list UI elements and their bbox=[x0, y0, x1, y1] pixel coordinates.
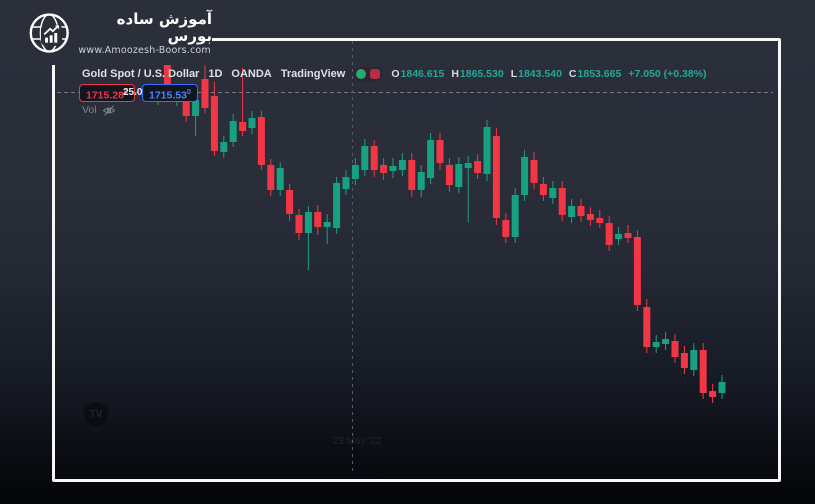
candle-body bbox=[408, 160, 416, 190]
exchange-name[interactable]: OANDA bbox=[231, 67, 272, 80]
logo-url: www.Amoozesh-Boors.com bbox=[78, 44, 211, 56]
sell-price-label[interactable]: 1715.280 bbox=[79, 84, 135, 102]
candle-body bbox=[474, 161, 482, 173]
buy-price-label[interactable]: 1715.530 bbox=[142, 84, 198, 102]
candle-body bbox=[398, 160, 406, 170]
candle-body bbox=[229, 121, 237, 142]
candle-body bbox=[436, 140, 444, 163]
candle-body bbox=[314, 212, 322, 227]
candle-body bbox=[577, 206, 585, 216]
candle-body bbox=[483, 127, 491, 174]
candle-body bbox=[568, 206, 576, 217]
ohlc-readout: O 1846.615 H 1865.530 L 1843.540 C 1853.665 … bbox=[391, 68, 706, 80]
candle-body bbox=[192, 100, 200, 116]
candle-body bbox=[492, 136, 500, 218]
spread-value: 25.0 bbox=[123, 87, 143, 98]
candle-body bbox=[427, 140, 435, 178]
change-value: +7.050 (+0.38%) bbox=[628, 67, 707, 80]
candle-body bbox=[417, 172, 425, 190]
sell-price-sup: 0 bbox=[123, 89, 128, 96]
candle-body bbox=[351, 165, 359, 179]
candle-body bbox=[615, 234, 623, 239]
candle-body bbox=[680, 353, 688, 368]
globe-chart-icon bbox=[29, 13, 69, 53]
candle-body bbox=[210, 96, 218, 151]
candle-body bbox=[286, 190, 294, 214]
crosshair-date-label: 23 May '22 bbox=[332, 436, 382, 447]
candle-body bbox=[455, 164, 463, 187]
tradingview-watermark-icon: TV bbox=[84, 402, 108, 426]
candle-body bbox=[342, 177, 350, 189]
candle-body bbox=[502, 220, 510, 237]
candle-body bbox=[445, 165, 453, 185]
candle-body bbox=[633, 237, 641, 305]
candle-body bbox=[389, 166, 397, 171]
candle-body bbox=[295, 215, 303, 233]
sell-price-value: 1715.28 bbox=[86, 89, 124, 102]
high-value: 1865.530 bbox=[459, 67, 504, 80]
symbol-name[interactable]: Gold Spot / U.S. Dollar bbox=[82, 67, 200, 80]
low-value: 1843.540 bbox=[518, 67, 562, 80]
logo-text: آموزش ساده بورس www.Amoozesh-Boors.com bbox=[78, 9, 212, 56]
candle-body bbox=[596, 218, 604, 223]
buy-price-value: 1715.53 bbox=[149, 89, 187, 102]
candle-body bbox=[709, 391, 717, 397]
candle-body bbox=[163, 60, 171, 97]
buy-sell-toggle[interactable] bbox=[354, 66, 383, 81]
logo-title: آموزش ساده بورس bbox=[116, 9, 212, 45]
chart-frame-border bbox=[52, 38, 781, 482]
toggle-green-dot-icon bbox=[356, 68, 367, 79]
candle-body bbox=[220, 142, 228, 152]
candle-body bbox=[718, 382, 726, 393]
platform-link[interactable]: TradingView bbox=[280, 67, 346, 80]
candle-body bbox=[549, 188, 557, 198]
toggle-red-square-icon bbox=[370, 68, 381, 79]
volume-hidden-eye-off-icon[interactable] bbox=[102, 104, 116, 116]
candle-body bbox=[380, 165, 388, 173]
candle-body bbox=[671, 341, 679, 357]
candle-body bbox=[182, 100, 190, 116]
close-label: C bbox=[568, 67, 577, 80]
candle-body bbox=[605, 223, 613, 245]
candle-body bbox=[257, 117, 265, 165]
candle-body bbox=[530, 160, 538, 183]
candle-body bbox=[511, 195, 519, 237]
candle-body bbox=[276, 168, 284, 190]
candle-body bbox=[521, 157, 529, 195]
candle-body bbox=[624, 233, 632, 238]
interval-selector[interactable]: 1D bbox=[208, 67, 223, 80]
candle-body bbox=[267, 165, 275, 190]
candle-body bbox=[558, 188, 566, 215]
candle-body bbox=[690, 350, 698, 370]
candle-body bbox=[370, 146, 378, 170]
open-value: 1846.615 bbox=[400, 67, 445, 80]
candle-body bbox=[699, 350, 707, 393]
candle-body bbox=[464, 163, 472, 168]
high-label: H bbox=[451, 67, 459, 80]
volume-label: Vol bbox=[82, 104, 97, 116]
candle-body bbox=[248, 118, 256, 128]
candle-body bbox=[652, 342, 660, 347]
open-label: O bbox=[391, 67, 400, 80]
candle-body bbox=[586, 214, 594, 220]
close-value: 1853.665 bbox=[577, 67, 622, 80]
candle-body bbox=[239, 122, 247, 131]
site-logo: آموزش ساده بورس www.Amoozesh-Boors.com bbox=[16, 1, 212, 65]
candle-body bbox=[361, 146, 369, 170]
candle-body bbox=[539, 184, 547, 195]
buy-price-sup: 0 bbox=[186, 89, 191, 96]
candle-body bbox=[304, 212, 312, 233]
chart-header: Gold Spot / U.S. Dollar 1D OANDA Trading… bbox=[82, 66, 707, 81]
candle-body bbox=[323, 222, 331, 227]
candle-body bbox=[643, 307, 651, 347]
low-label: L bbox=[510, 67, 518, 80]
candle-body bbox=[201, 79, 209, 108]
candle-body bbox=[662, 339, 670, 344]
candle-body bbox=[333, 183, 341, 228]
volume-row: Vol bbox=[82, 104, 116, 116]
